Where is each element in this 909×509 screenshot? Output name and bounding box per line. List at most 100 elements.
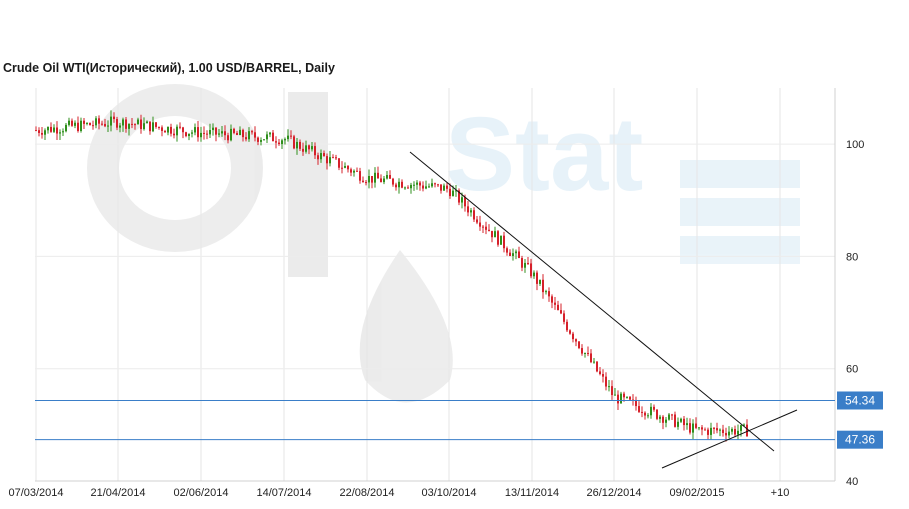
candle-body-216 <box>683 418 685 426</box>
candle-body-57 <box>206 133 208 135</box>
x-tick-label-2: 02/06/2014 <box>173 487 228 499</box>
candle-body-168 <box>539 279 541 284</box>
candle-body-36 <box>143 123 145 130</box>
candle-body-172 <box>551 296 553 303</box>
candle-body-196 <box>623 393 625 398</box>
candle-body-142 <box>461 197 463 203</box>
candle-body-150 <box>485 226 487 230</box>
candle-body-58 <box>209 129 211 135</box>
candle-body-24 <box>107 125 109 127</box>
horizontal-levels: 54.34 47.36 <box>35 391 883 449</box>
candle-body-133 <box>434 183 436 185</box>
candle-body-71 <box>248 131 250 140</box>
candle-body-54 <box>197 127 199 138</box>
candle-body-200 <box>635 400 637 407</box>
candle-body-149 <box>482 226 484 228</box>
candle-body-166 <box>533 272 535 277</box>
candle-body-128 <box>419 182 421 186</box>
candle-body-198 <box>629 396 631 400</box>
candle-body-90 <box>305 145 307 152</box>
candle-body-205 <box>650 406 652 416</box>
candle-body-83 <box>284 139 286 141</box>
candle-body-179 <box>572 333 574 340</box>
candle-body-156 <box>503 235 505 249</box>
candle-body-108 <box>359 171 361 181</box>
candle-body-180 <box>575 339 577 342</box>
candle-body-143 <box>464 197 466 207</box>
candle-body-139 <box>452 190 454 197</box>
candle-body-170 <box>545 291 547 293</box>
candle-body-46 <box>173 133 175 136</box>
candle-body-104 <box>347 166 349 170</box>
candle-body-89 <box>302 148 304 152</box>
candle-body-159 <box>512 253 514 256</box>
candle-body-204 <box>647 415 649 417</box>
candle-body-21 <box>98 118 100 124</box>
candle-body-160 <box>515 251 517 254</box>
candle-body-40 <box>155 122 157 127</box>
trendline-1 <box>661 409 798 469</box>
candle-body-31 <box>128 123 130 129</box>
candle-body-19 <box>92 125 94 127</box>
candle-body-211 <box>668 414 670 420</box>
candle-body-195 <box>620 393 622 404</box>
candle-body-0 <box>35 130 37 132</box>
candle-body-153 <box>494 231 496 238</box>
candle-body-38 <box>149 121 151 132</box>
candle-body-197 <box>626 396 628 398</box>
candle-body-1 <box>38 130 40 133</box>
candle-body-4 <box>47 126 49 131</box>
candle-body-47 <box>176 126 178 136</box>
candle-body-91 <box>308 145 310 150</box>
candle-body-181 <box>578 341 580 349</box>
candle-body-26 <box>113 116 115 120</box>
candle-body-215 <box>680 418 682 422</box>
candle-body-44 <box>167 126 169 133</box>
candle-body-72 <box>251 131 253 133</box>
candle-body-137 <box>446 185 448 189</box>
candle-body-158 <box>509 252 511 256</box>
candle-body-103 <box>344 166 346 168</box>
candle-body-9 <box>62 131 64 133</box>
candle-body-194 <box>617 394 619 404</box>
candle-body-120 <box>395 184 397 188</box>
candle-body-175 <box>560 310 562 314</box>
candle-body-37 <box>146 121 148 124</box>
candle-body-126 <box>413 184 415 186</box>
candle-body-134 <box>437 184 439 186</box>
candle-body-23 <box>104 123 106 127</box>
candle-body-235 <box>740 425 742 431</box>
candle-body-140 <box>455 190 457 192</box>
candle-body-176 <box>563 313 565 322</box>
candle-body-203 <box>644 412 646 416</box>
candle-body-62 <box>221 131 223 134</box>
candle-body-163 <box>524 262 526 268</box>
candle-body-84 <box>287 135 289 140</box>
x-tick-label-0: 07/03/2014 <box>8 487 63 499</box>
candle-body-182 <box>581 348 583 354</box>
candle-body-67 <box>236 132 238 136</box>
candle-body-188 <box>599 371 601 375</box>
candle-body-234 <box>737 430 739 435</box>
candle-body-101 <box>338 158 340 168</box>
candle-body-154 <box>497 231 499 245</box>
candle-body-227 <box>716 428 718 431</box>
candle-body-237 <box>746 424 748 437</box>
grid <box>35 88 836 482</box>
candles <box>35 110 748 442</box>
x-tick-label-9: +10 <box>771 487 790 499</box>
candle-body-178 <box>569 330 571 334</box>
candle-body-52 <box>191 132 193 134</box>
candle-body-115 <box>380 178 382 183</box>
candle-body-107 <box>356 170 358 172</box>
candle-body-42 <box>161 127 163 131</box>
candle-body-144 <box>467 206 469 213</box>
candle-body-33 <box>134 124 136 126</box>
candle-body-25 <box>110 116 112 126</box>
candle-body-189 <box>602 374 604 377</box>
candle-body-192 <box>611 386 613 396</box>
candle-body-45 <box>170 126 172 134</box>
candle-body-114 <box>377 172 379 179</box>
candle-body-109 <box>362 180 364 183</box>
